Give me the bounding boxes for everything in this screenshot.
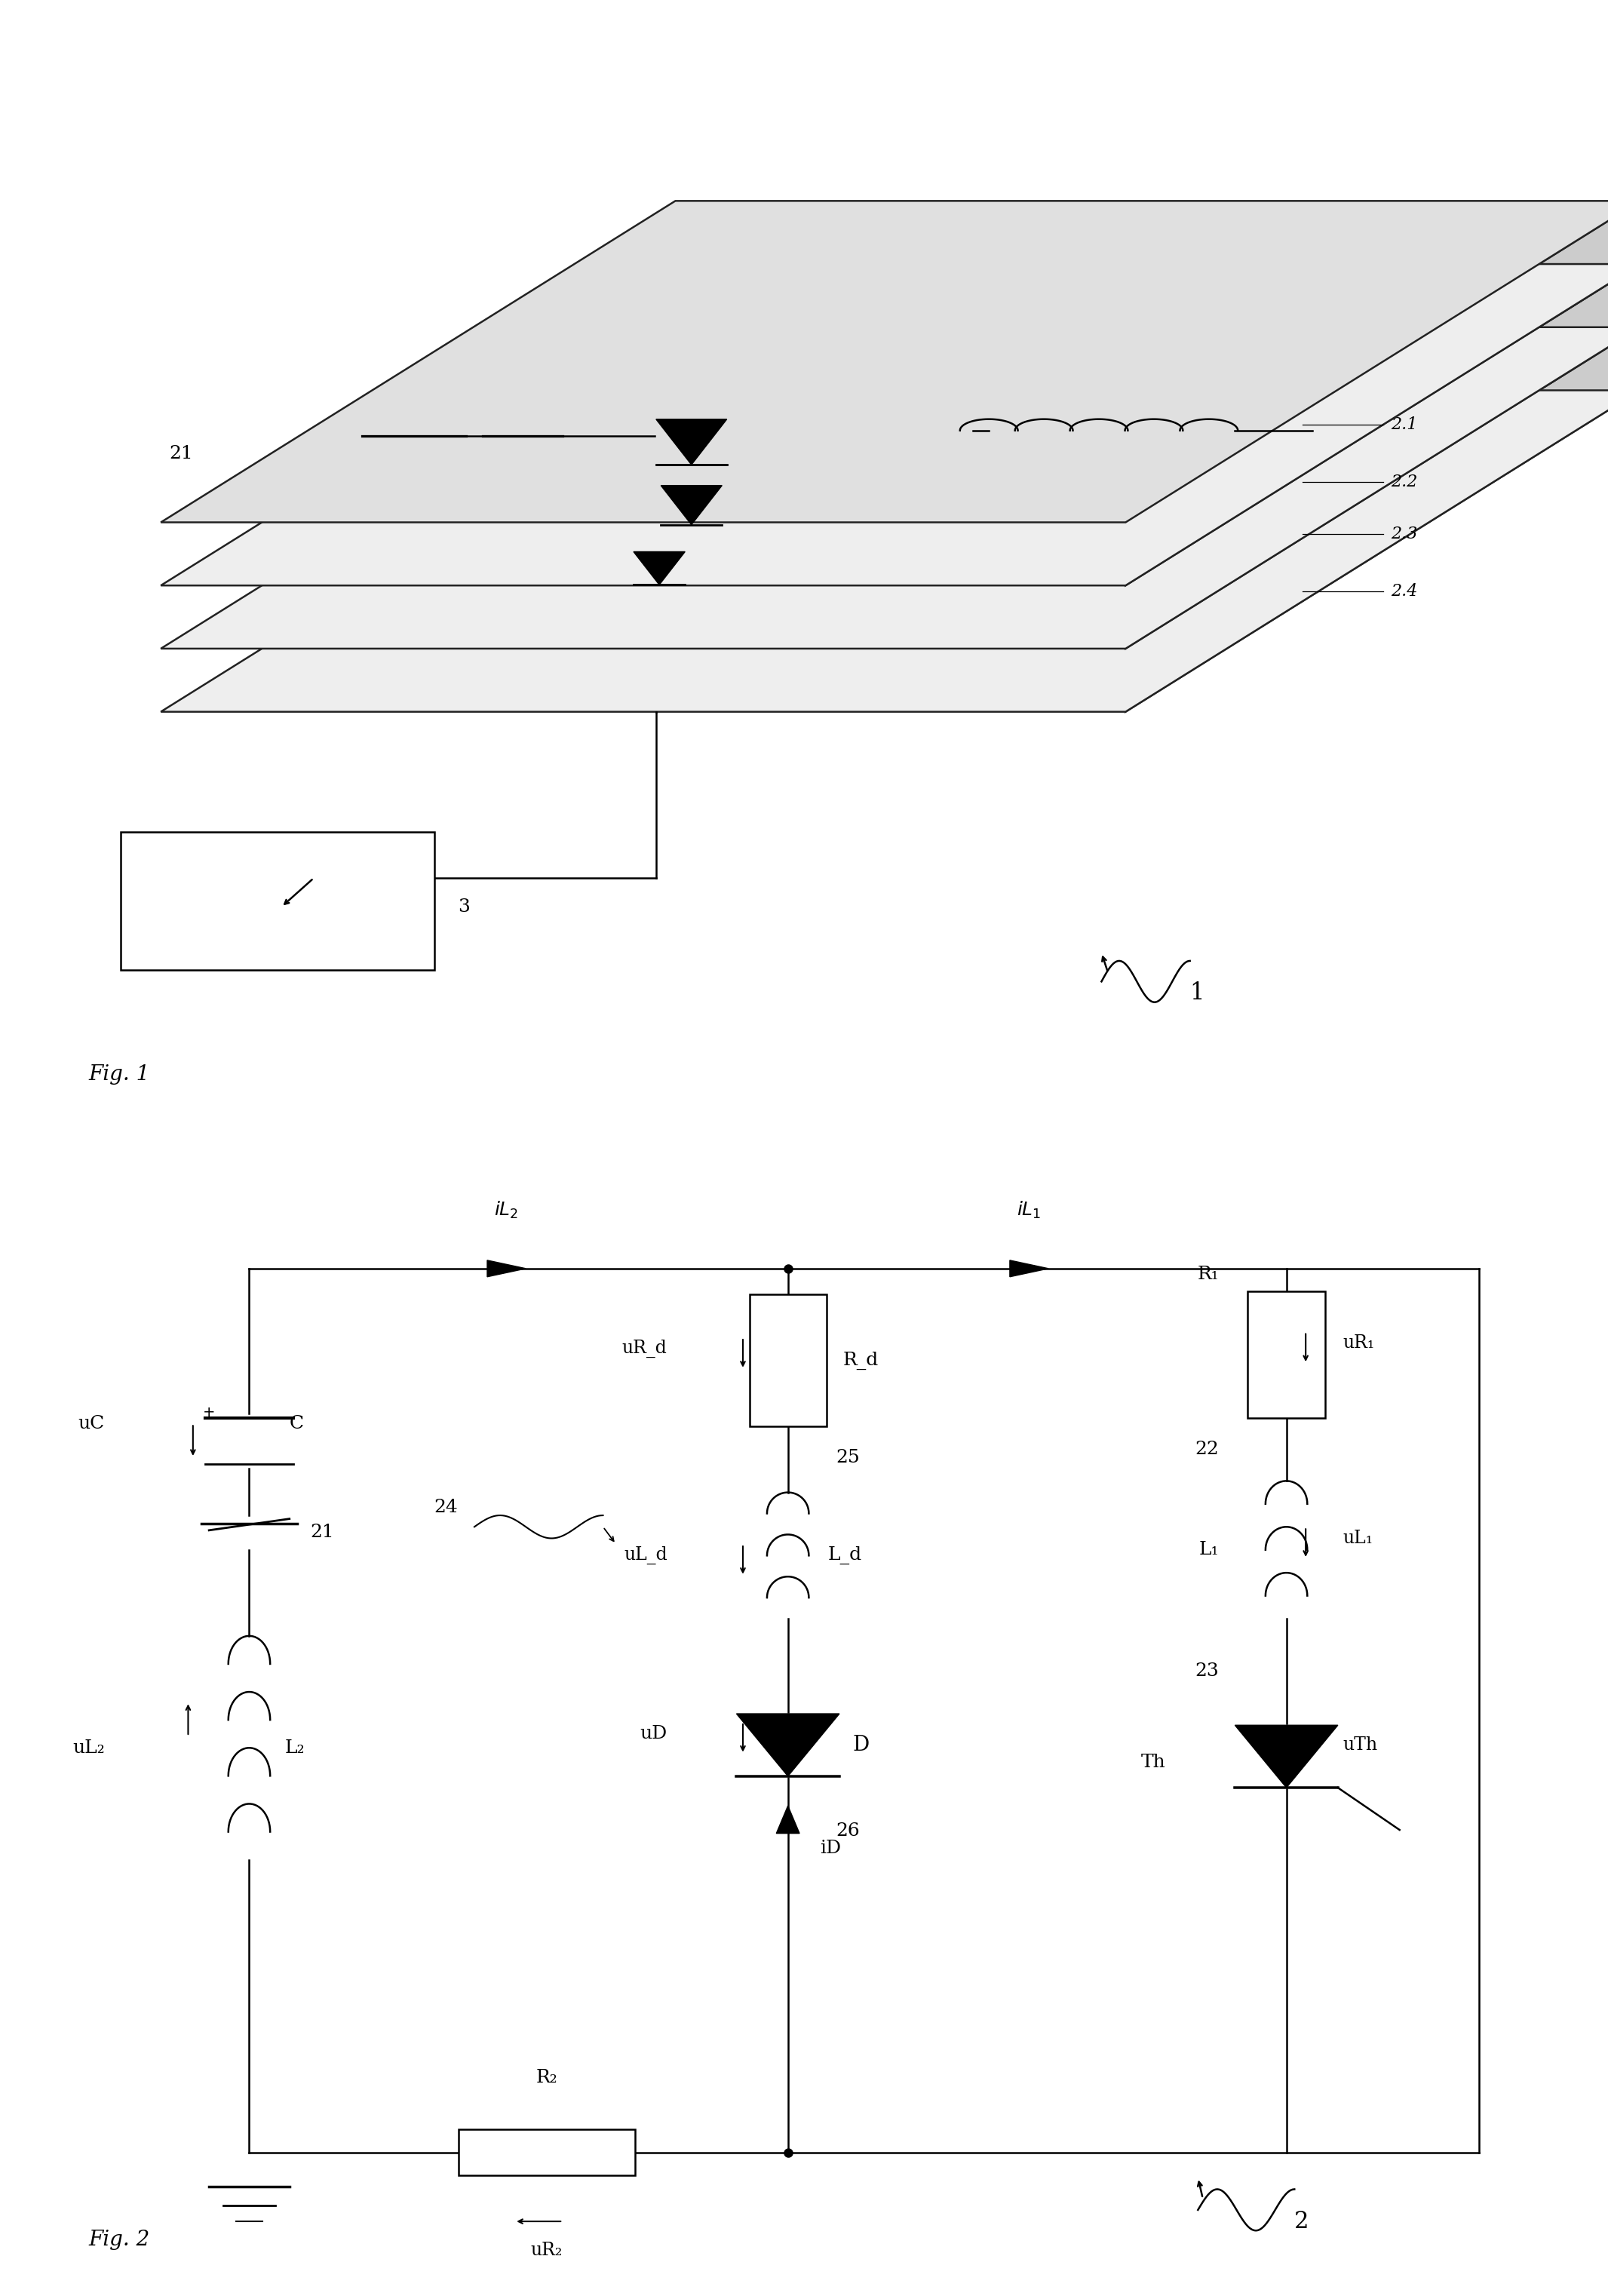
- Text: 2: 2: [1294, 2209, 1309, 2234]
- Text: 1: 1: [1190, 980, 1204, 1006]
- Polygon shape: [161, 326, 1608, 647]
- Text: 2.4: 2.4: [1391, 583, 1418, 599]
- Polygon shape: [777, 1805, 799, 1832]
- Text: L₂: L₂: [285, 1738, 304, 1756]
- Text: uL₁: uL₁: [1343, 1529, 1373, 1548]
- Text: uL₂: uL₂: [72, 1738, 105, 1756]
- Polygon shape: [634, 551, 685, 585]
- Bar: [749, 1295, 827, 1426]
- Text: R_d: R_d: [843, 1352, 878, 1368]
- Polygon shape: [736, 1713, 839, 1777]
- Text: uTh: uTh: [1343, 1736, 1378, 1754]
- Text: uR_d: uR_d: [622, 1341, 667, 1357]
- Text: 26: 26: [836, 1823, 860, 1839]
- Polygon shape: [661, 484, 722, 526]
- Text: uL_d: uL_d: [624, 1548, 667, 1564]
- Text: iD: iD: [820, 1839, 841, 1857]
- Text: L₁: L₁: [1200, 1541, 1219, 1559]
- Polygon shape: [161, 264, 1608, 585]
- Text: R₁: R₁: [1198, 1265, 1219, 1283]
- Polygon shape: [656, 420, 727, 464]
- Text: 24: 24: [434, 1499, 458, 1515]
- Text: 2.3: 2.3: [1391, 526, 1418, 542]
- Text: R₂: R₂: [535, 2069, 558, 2087]
- Text: uR₂: uR₂: [531, 2241, 563, 2259]
- Polygon shape: [161, 200, 1608, 523]
- Text: 23: 23: [716, 400, 740, 416]
- Text: 2.1: 2.1: [1391, 416, 1418, 434]
- Text: 3: 3: [458, 898, 470, 916]
- Bar: [121, 831, 434, 969]
- Polygon shape: [161, 390, 1608, 712]
- Bar: [458, 2131, 635, 2177]
- Text: 21: 21: [169, 445, 193, 461]
- Text: +: +: [203, 1405, 215, 1419]
- Text: 2.2: 2.2: [1391, 473, 1418, 491]
- Text: 21: 21: [310, 1525, 334, 1541]
- Polygon shape: [487, 1261, 526, 1277]
- Polygon shape: [1010, 1261, 1048, 1277]
- Text: Th: Th: [1142, 1754, 1166, 1770]
- Text: L_d: L_d: [828, 1548, 862, 1564]
- Text: uC: uC: [77, 1414, 105, 1433]
- Text: $iL_1$: $iL_1$: [1016, 1201, 1042, 1221]
- Text: Fig. 1: Fig. 1: [88, 1065, 150, 1086]
- Polygon shape: [1235, 1724, 1338, 1789]
- Text: 22: 22: [1195, 1440, 1219, 1458]
- Text: 23: 23: [1195, 1662, 1219, 1681]
- Text: C: C: [289, 1414, 304, 1433]
- Text: D: D: [852, 1736, 868, 1754]
- Text: 22: 22: [1351, 400, 1375, 416]
- Text: Fig. 2: Fig. 2: [88, 2229, 150, 2250]
- Bar: [1248, 1290, 1325, 1417]
- Polygon shape: [1126, 264, 1608, 647]
- Text: $iL_2$: $iL_2$: [494, 1201, 519, 1221]
- Text: uR₁: uR₁: [1343, 1334, 1375, 1352]
- Polygon shape: [1126, 200, 1608, 585]
- Text: 25: 25: [836, 1449, 860, 1467]
- Text: uD: uD: [640, 1724, 667, 1743]
- Polygon shape: [1126, 326, 1608, 712]
